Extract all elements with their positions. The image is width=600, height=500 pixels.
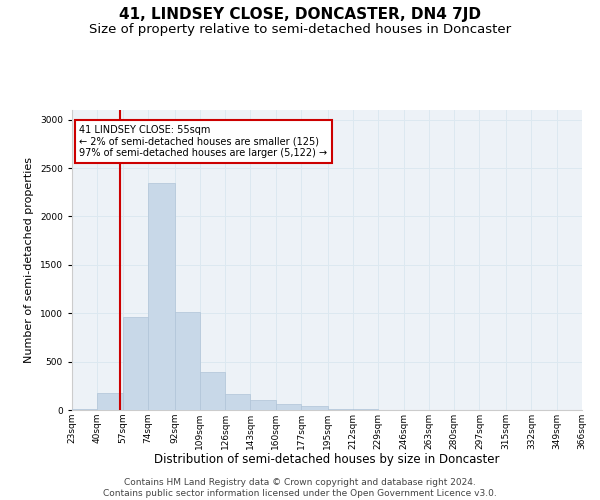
Bar	[122, 317, 148, 410]
Bar	[148, 182, 175, 410]
Y-axis label: Number of semi-detached properties: Number of semi-detached properties	[25, 157, 34, 363]
Bar	[301, 406, 328, 410]
Text: Size of property relative to semi-detached houses in Doncaster: Size of property relative to semi-detach…	[89, 22, 511, 36]
Bar	[225, 394, 250, 410]
Text: 41 LINDSEY CLOSE: 55sqm
← 2% of semi-detached houses are smaller (125)
97% of se: 41 LINDSEY CLOSE: 55sqm ← 2% of semi-det…	[79, 124, 328, 158]
Text: Distribution of semi-detached houses by size in Doncaster: Distribution of semi-detached houses by …	[154, 452, 500, 466]
Bar	[175, 312, 200, 410]
Bar	[97, 393, 122, 410]
Text: Contains HM Land Registry data © Crown copyright and database right 2024.
Contai: Contains HM Land Registry data © Crown c…	[103, 478, 497, 498]
Bar	[72, 409, 97, 410]
Bar	[328, 409, 353, 410]
Bar	[250, 400, 276, 410]
Bar	[276, 404, 301, 410]
Bar	[353, 409, 378, 410]
Bar	[200, 372, 225, 410]
Text: 41, LINDSEY CLOSE, DONCASTER, DN4 7JD: 41, LINDSEY CLOSE, DONCASTER, DN4 7JD	[119, 8, 481, 22]
